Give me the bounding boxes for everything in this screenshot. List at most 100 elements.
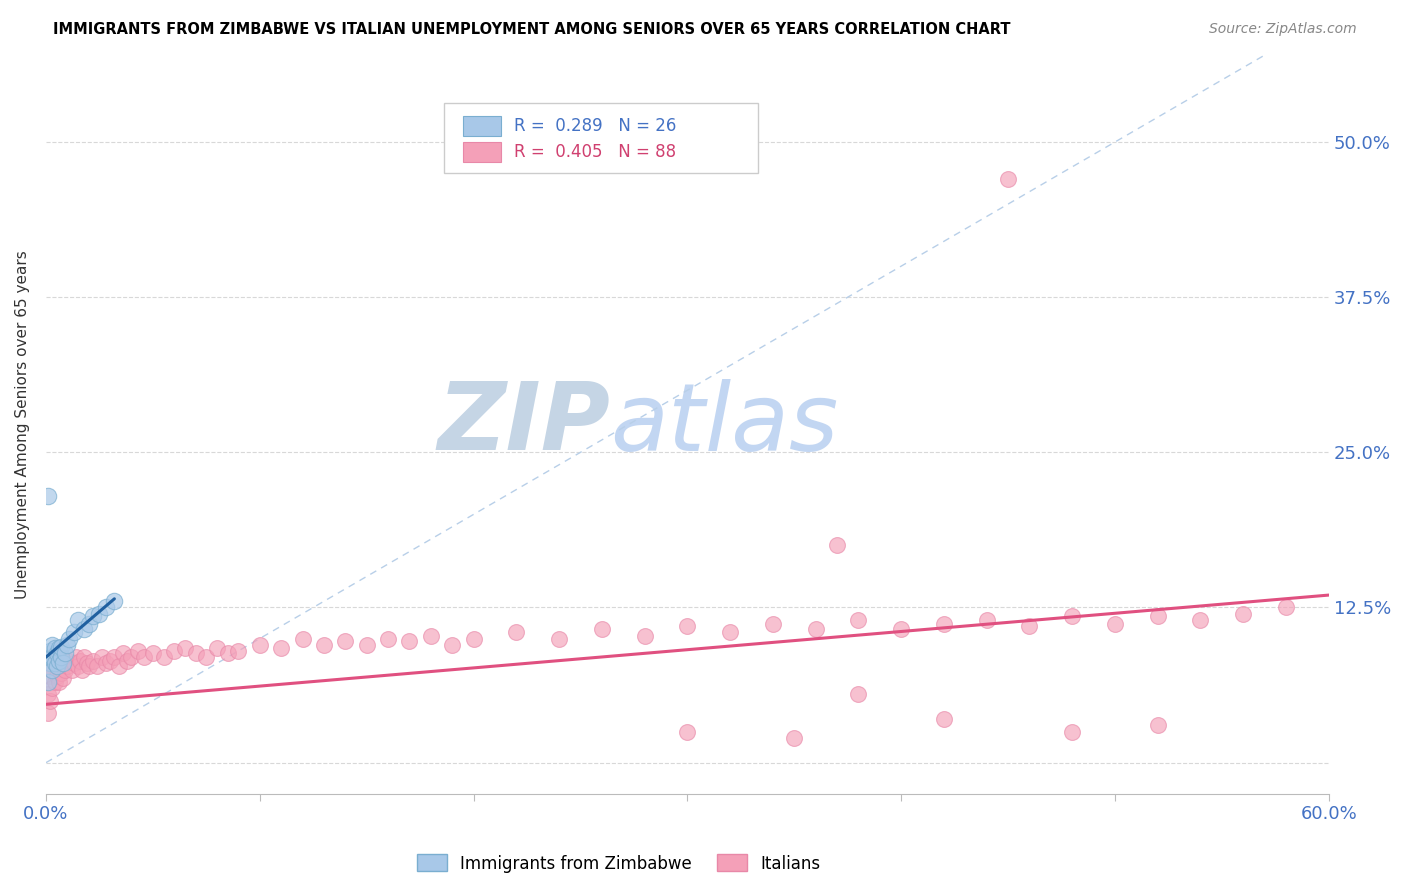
Point <box>49 650 72 665</box>
Point <box>41 681 63 695</box>
Point <box>37 687 59 701</box>
Text: Source: ZipAtlas.com: Source: ZipAtlas.com <box>1209 22 1357 37</box>
Point <box>1018 619 1040 633</box>
Y-axis label: Unemployment Among Seniors over 65 years: Unemployment Among Seniors over 65 years <box>15 250 30 599</box>
Point <box>52 654 75 668</box>
Point <box>762 616 785 631</box>
Point <box>41 638 63 652</box>
Point <box>291 632 314 646</box>
Point <box>44 641 66 656</box>
Text: IMMIGRANTS FROM ZIMBABWE VS ITALIAN UNEMPLOYMENT AMONG SENIORS OVER 65 YEARS COR: IMMIGRANTS FROM ZIMBABWE VS ITALIAN UNEM… <box>53 22 1011 37</box>
Point <box>39 669 62 683</box>
Point <box>89 607 111 621</box>
Point <box>37 675 59 690</box>
Point <box>419 629 441 643</box>
Point <box>127 644 149 658</box>
Text: R =  0.405   N = 88: R = 0.405 N = 88 <box>515 143 676 161</box>
Point <box>312 638 335 652</box>
Point <box>82 609 104 624</box>
Point <box>591 622 613 636</box>
Point <box>1189 613 1212 627</box>
Point <box>67 613 90 627</box>
Point <box>52 657 75 671</box>
Point <box>44 657 66 671</box>
Point <box>41 663 63 677</box>
Point <box>890 622 912 636</box>
Point <box>217 647 239 661</box>
Point <box>335 634 357 648</box>
Point <box>48 654 70 668</box>
Point <box>249 638 271 652</box>
Point <box>77 616 100 631</box>
Point <box>73 622 96 636</box>
Point <box>174 641 197 656</box>
Text: atlas: atlas <box>610 379 838 470</box>
Point <box>45 669 67 683</box>
Point <box>1062 724 1084 739</box>
Legend: Immigrants from Zimbabwe, Italians: Immigrants from Zimbabwe, Italians <box>411 847 827 880</box>
Point <box>45 647 67 661</box>
Point <box>77 658 100 673</box>
Point <box>997 172 1019 186</box>
Point <box>195 650 218 665</box>
Point <box>94 657 117 671</box>
Point <box>103 650 125 665</box>
Point <box>1275 600 1298 615</box>
Point <box>804 622 827 636</box>
Point <box>976 613 998 627</box>
Point <box>58 654 80 668</box>
Point <box>41 650 63 665</box>
Point <box>37 489 59 503</box>
Point <box>676 724 699 739</box>
Point <box>56 658 79 673</box>
Point <box>111 647 134 661</box>
Point <box>356 638 378 652</box>
Text: ZIP: ZIP <box>437 378 610 470</box>
Point <box>76 657 98 671</box>
Point <box>41 663 63 677</box>
Point <box>107 658 129 673</box>
Point <box>121 650 143 665</box>
Point <box>62 657 84 671</box>
Point <box>398 634 420 648</box>
Point <box>1146 718 1168 732</box>
Point <box>82 654 104 668</box>
Point <box>67 658 90 673</box>
Text: R =  0.289   N = 26: R = 0.289 N = 26 <box>515 117 676 135</box>
Point <box>163 644 186 658</box>
Point <box>932 616 955 631</box>
Point <box>142 647 165 661</box>
Point <box>1062 609 1084 624</box>
Point <box>53 647 76 661</box>
Point <box>39 657 62 671</box>
Point <box>49 666 72 681</box>
Point <box>48 641 70 656</box>
Point <box>103 594 125 608</box>
Point <box>1232 607 1254 621</box>
Point <box>48 657 70 671</box>
Point <box>65 650 87 665</box>
Point <box>45 658 67 673</box>
Point <box>205 641 228 656</box>
Point <box>39 644 62 658</box>
Point <box>134 650 156 665</box>
Point <box>184 647 207 661</box>
Point <box>62 625 84 640</box>
Point <box>152 650 174 665</box>
Point <box>58 632 80 646</box>
Point <box>90 650 112 665</box>
Point <box>49 640 72 655</box>
Point <box>505 625 527 640</box>
Point <box>73 650 96 665</box>
Point <box>69 654 91 668</box>
Point <box>115 654 138 668</box>
Point <box>60 663 83 677</box>
Point <box>56 638 79 652</box>
Point <box>72 663 94 677</box>
Point <box>825 538 848 552</box>
Point <box>718 625 741 640</box>
Point <box>53 663 76 677</box>
Point <box>48 675 70 690</box>
Point <box>94 600 117 615</box>
Point <box>932 712 955 726</box>
